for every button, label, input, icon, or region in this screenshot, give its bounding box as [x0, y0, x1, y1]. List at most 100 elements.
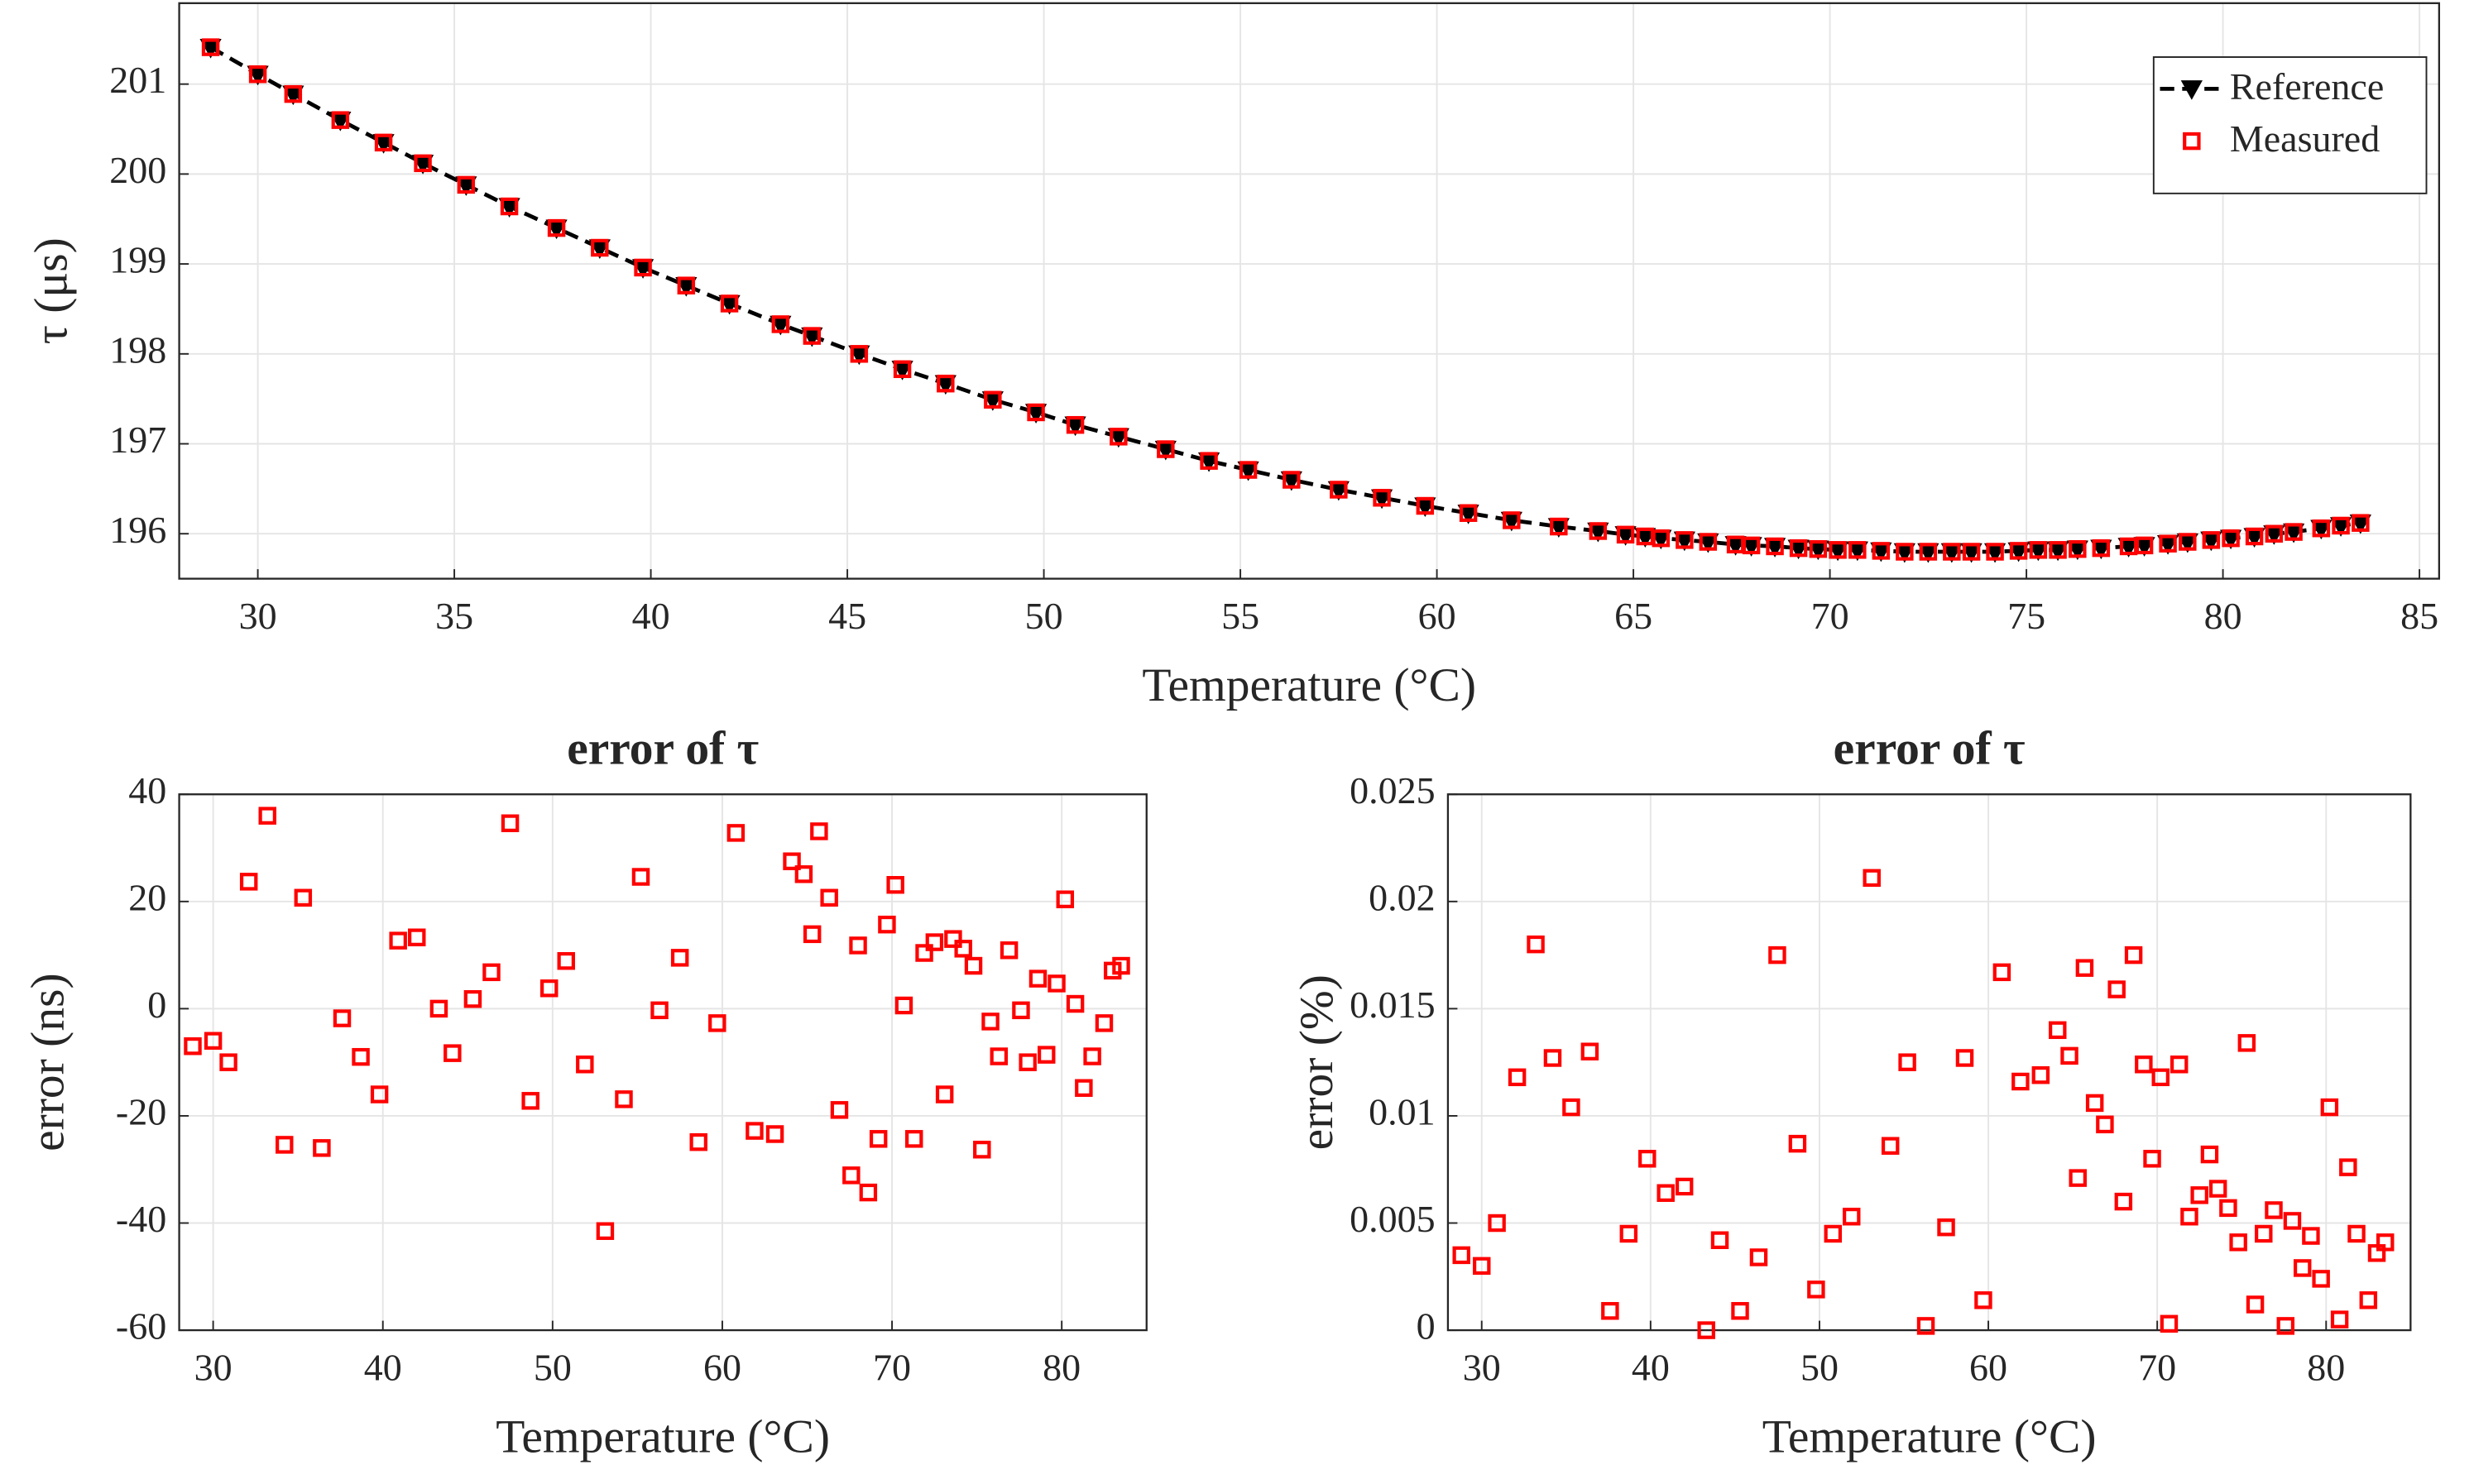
- marker: [650, 1001, 669, 1020]
- axes-frame: [178, 793, 1148, 1332]
- y-axis-label: error (%): [1291, 974, 1343, 1150]
- x-tick-label: 70: [1811, 595, 1849, 637]
- marker: [2031, 1065, 2050, 1084]
- marker: [521, 1092, 539, 1110]
- marker: [389, 931, 407, 950]
- marker: [204, 1032, 223, 1050]
- marker: [1000, 941, 1019, 960]
- marker: [2237, 1034, 2256, 1052]
- x-tick-label: 40: [364, 1346, 402, 1388]
- marker: [2107, 980, 2126, 998]
- y-tick-label: 0: [1417, 1305, 1436, 1348]
- marker: [1283, 471, 1301, 489]
- marker: [1943, 543, 1961, 561]
- marker: [1896, 543, 1914, 561]
- marker: [2352, 514, 2370, 532]
- marker: [771, 315, 790, 333]
- y-tick-label: 198: [109, 328, 166, 371]
- marker: [2124, 945, 2143, 965]
- marker: [1881, 1137, 1900, 1155]
- marker: [1416, 496, 1435, 515]
- marker: [2135, 1056, 2153, 1074]
- marker: [429, 999, 448, 1018]
- marker: [990, 1047, 1009, 1065]
- marker: [1157, 440, 1175, 458]
- axes-frame: [1446, 793, 2412, 1332]
- marker: [1075, 1079, 1093, 1097]
- marker: [944, 930, 962, 948]
- marker: [540, 979, 559, 998]
- marker: [964, 956, 983, 975]
- x-tick-label: 80: [2307, 1346, 2345, 1388]
- marker: [1699, 533, 1718, 551]
- marker: [726, 824, 746, 842]
- y-tick-label: 0: [147, 984, 166, 1026]
- y-tick-label: 0.015: [1350, 984, 1436, 1026]
- marker: [1527, 935, 1545, 954]
- marker: [352, 1047, 370, 1066]
- y-tick-label: 199: [109, 239, 166, 281]
- marker: [2049, 541, 2067, 559]
- y-tick-label: 200: [109, 149, 166, 191]
- marker: [2179, 533, 2197, 551]
- marker: [670, 949, 689, 967]
- marker: [1019, 1053, 1037, 1071]
- marker: [1789, 539, 1808, 558]
- marker: [547, 218, 566, 237]
- marker: [1095, 1014, 1114, 1032]
- marker: [631, 868, 650, 886]
- marker: [2347, 1224, 2366, 1243]
- marker: [689, 1132, 707, 1151]
- marker: [1330, 481, 1348, 499]
- y-tick-label: 197: [109, 419, 166, 461]
- marker: [2160, 1314, 2179, 1333]
- marker: [239, 873, 258, 891]
- marker: [2285, 523, 2303, 541]
- marker: [1459, 504, 1478, 522]
- marker: [2302, 1227, 2320, 1245]
- legend-marker: [2183, 132, 2201, 151]
- marker: [2330, 1310, 2349, 1328]
- y-tick-label: -40: [116, 1198, 166, 1240]
- marker: [2011, 1072, 2030, 1091]
- x-tick-label: 60: [703, 1346, 741, 1388]
- marker: [1916, 1317, 1935, 1335]
- marker: [1452, 1246, 1470, 1265]
- marker: [893, 360, 912, 379]
- marker: [2060, 1046, 2078, 1065]
- x-tick-label: 75: [2007, 595, 2045, 637]
- marker: [2276, 1317, 2295, 1335]
- marker: [2202, 531, 2221, 549]
- x-tick-label: 50: [534, 1346, 572, 1388]
- marker: [925, 933, 944, 951]
- marker: [2312, 519, 2331, 538]
- marker: [443, 1044, 462, 1062]
- x-tick-label: 55: [1221, 595, 1259, 637]
- marker: [937, 374, 955, 393]
- marker: [1824, 1224, 1843, 1243]
- x-axis-label: Temperature (°C): [496, 1410, 830, 1462]
- marker: [2255, 1224, 2273, 1243]
- y-tick-label: 0.01: [1369, 1091, 1436, 1133]
- marker: [1066, 994, 1085, 1013]
- x-tick-label: 30: [194, 1346, 233, 1388]
- marker: [1955, 1049, 1974, 1067]
- marker: [859, 1183, 878, 1202]
- marker: [1807, 1281, 1825, 1299]
- marker: [331, 111, 350, 129]
- marker: [765, 1125, 784, 1143]
- marker: [634, 258, 652, 277]
- marker: [1766, 537, 1784, 556]
- legend-marker: [2180, 80, 2203, 100]
- x-tick-label: 50: [1800, 1346, 1839, 1388]
- x-tick-label: 40: [632, 595, 670, 637]
- marker: [1742, 536, 1761, 555]
- marker: [2069, 1169, 2087, 1187]
- marker: [2009, 542, 2028, 560]
- plot-area: [1447, 794, 2411, 1331]
- x-tick-label: 45: [828, 595, 866, 637]
- marker: [894, 996, 913, 1015]
- marker: [2170, 1056, 2189, 1074]
- marker: [869, 1130, 888, 1148]
- marker: [2092, 539, 2111, 558]
